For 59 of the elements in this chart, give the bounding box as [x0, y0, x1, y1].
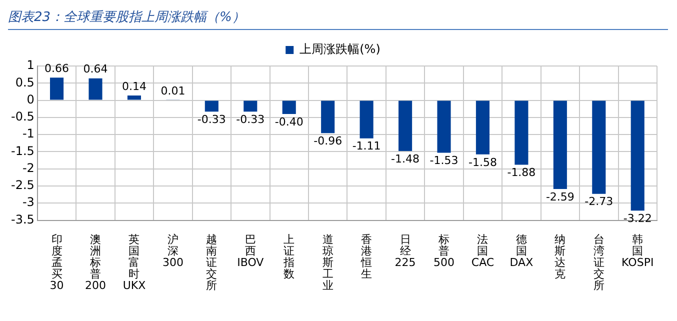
y-tick-label: -2.5: [10, 178, 34, 192]
text: -1.88: [507, 166, 536, 180]
x-tick-label: 法国CAC: [471, 232, 494, 269]
x-tick-label: 日经225: [394, 232, 416, 269]
text: -3.22: [623, 212, 652, 226]
text: -2.73: [584, 195, 614, 208]
text: 0.01: [160, 84, 186, 98]
y-tick-label: -3: [22, 195, 34, 210]
text: -1.11: [352, 140, 381, 153]
bar: [88, 78, 102, 100]
chart-title: 图表23：全球重要股指上周涨跌幅（%）: [8, 8, 668, 30]
text: -0.33: [197, 112, 226, 126]
bar: [630, 100, 644, 211]
bar: [592, 100, 606, 194]
x-tick-label: 巴西IBOV: [237, 232, 264, 269]
x-tick-label: 香港恒生: [360, 232, 372, 281]
x-tick-label: 越南证交所: [206, 232, 218, 292]
x-tick-label: 纳斯达克: [554, 232, 566, 281]
x-tick-label: 韩国KOSPI: [622, 232, 654, 269]
text: 0.14: [122, 80, 146, 93]
x-tick-label: 德国DAX: [510, 232, 534, 269]
bar: [437, 100, 451, 153]
bar: [204, 100, 218, 112]
text: -0.40: [274, 115, 304, 128]
text: -1.58: [468, 156, 497, 169]
y-tick-label: 0: [26, 92, 34, 106]
bar: [282, 100, 296, 114]
text: 0.64: [83, 62, 108, 76]
y-tick-label: -1.5: [10, 144, 34, 158]
x-tick-label: 英国富时UKX: [122, 232, 146, 292]
text: -1.53: [430, 154, 458, 168]
bar: [360, 100, 374, 138]
y-tick-label: -3.5: [10, 212, 34, 226]
x-tick-label: 标普500: [434, 232, 455, 269]
legend-label: 上周涨跌幅(%): [300, 42, 380, 56]
y-tick-label: -1: [22, 126, 34, 141]
y-tick-label: -2: [22, 160, 34, 175]
bar: [50, 78, 64, 100]
y-tick-label: 0.5: [15, 75, 34, 90]
text: -1.48: [391, 152, 420, 166]
x-tick-label: 沪深300: [162, 232, 184, 269]
x-tick-label: 上证指数: [282, 232, 295, 281]
y-tick-label: 1: [26, 58, 34, 72]
bar: [244, 100, 258, 112]
bar: [476, 100, 490, 154]
bar: [127, 95, 141, 100]
bar: [553, 100, 567, 190]
text: 0.66: [44, 62, 70, 76]
text: -0.33: [236, 112, 265, 126]
y-tick-label: -0.5: [10, 110, 34, 124]
x-tick-label: 澳洲标普200: [85, 232, 106, 292]
bar: [514, 100, 528, 165]
x-tick-label: 台湾证交所: [593, 232, 604, 292]
x-tick-label: 道琼斯工业: [322, 232, 334, 292]
text: -0.96: [314, 134, 342, 148]
text: -2.59: [546, 190, 574, 204]
bar: [321, 100, 335, 134]
x-tick-label: 印度孟买30: [50, 232, 64, 292]
bar: [398, 100, 412, 152]
